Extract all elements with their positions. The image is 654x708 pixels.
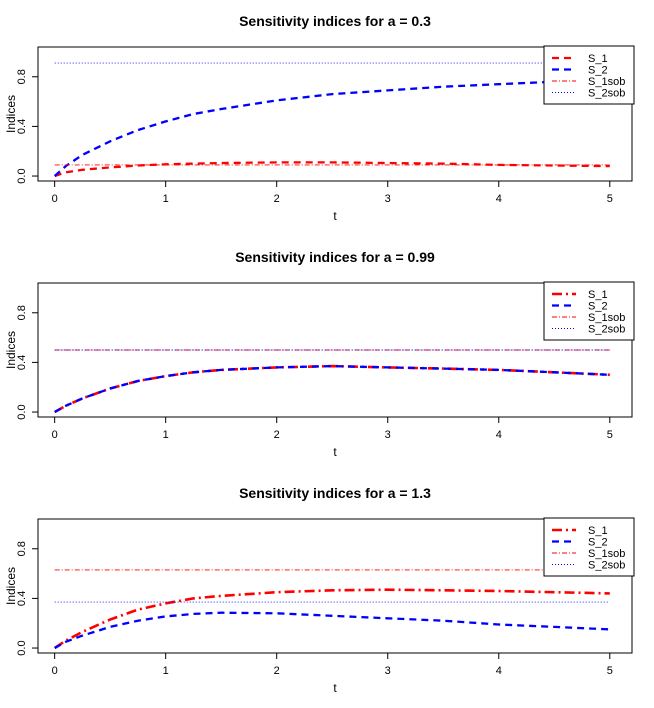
legend-label: S_2 bbox=[588, 65, 608, 77]
series-line-s-1 bbox=[54, 161, 610, 178]
x-axis-label: t bbox=[333, 209, 337, 223]
series-lines bbox=[53, 569, 610, 650]
series-line-s-2 bbox=[54, 364, 610, 414]
chart-title: Sensitivity indices for a = 0.99 bbox=[235, 249, 435, 265]
legend-box bbox=[543, 281, 635, 341]
legend-label: S_1 bbox=[588, 53, 608, 65]
x-axis: 0 1 2 3 4 5 bbox=[52, 653, 613, 677]
y-tick-label: 0.0 bbox=[16, 404, 28, 419]
y-tick-label: 0.4 bbox=[16, 119, 28, 134]
legend-label: S_1 bbox=[588, 525, 608, 537]
series-line-s-2 bbox=[54, 611, 610, 650]
x-axis: 0 1 2 3 4 5 bbox=[52, 181, 613, 205]
plot-frame bbox=[37, 518, 633, 654]
y-tick-label: 0.8 bbox=[16, 541, 28, 556]
x-tick-label: 5 bbox=[607, 193, 613, 205]
y-axis: 0.0 0.4 0.8 bbox=[16, 69, 38, 184]
y-axis-label: Indices bbox=[4, 567, 18, 605]
legend-label: S_1sob bbox=[588, 548, 625, 560]
legend-label: S_2 bbox=[588, 537, 608, 549]
series-lines bbox=[53, 62, 610, 178]
x-tick-label: 4 bbox=[496, 665, 502, 677]
plot-frame bbox=[37, 46, 633, 182]
x-tick-label: 5 bbox=[607, 429, 613, 441]
y-tick-label: 0.0 bbox=[16, 168, 28, 183]
x-tick-label: 3 bbox=[385, 429, 391, 441]
series-line-s-2 bbox=[53, 78, 610, 177]
x-tick-label: 2 bbox=[274, 429, 280, 441]
y-tick-label: 0.4 bbox=[16, 355, 28, 370]
chart-panel-3: Sensitivity indices for a = 1.3 0 1 2 3 4 5 t 0.… bbox=[4, 485, 635, 695]
y-axis: 0.0 0.4 0.8 bbox=[16, 541, 38, 656]
x-tick-label: 4 bbox=[496, 429, 502, 441]
y-tick-label: 0.8 bbox=[16, 69, 28, 84]
x-tick-label: 2 bbox=[274, 193, 280, 205]
x-axis-label: t bbox=[333, 445, 337, 459]
x-tick-label: 0 bbox=[52, 193, 58, 205]
legend-box bbox=[543, 517, 635, 577]
series-line-s-1 bbox=[53, 588, 610, 650]
y-tick-label: 0.8 bbox=[16, 305, 28, 320]
y-tick-label: 0.0 bbox=[16, 640, 28, 655]
chart-panel-2: Sensitivity indices for a = 0.99 0 1 2 3 4 5 t 0… bbox=[4, 249, 635, 459]
x-tick-label: 0 bbox=[52, 665, 58, 677]
legend-label: S_2sob bbox=[588, 88, 625, 100]
x-tick-label: 5 bbox=[607, 665, 613, 677]
x-tick-label: 0 bbox=[52, 429, 58, 441]
x-tick-label: 4 bbox=[496, 193, 502, 205]
x-tick-label: 1 bbox=[163, 193, 169, 205]
x-tick-label: 1 bbox=[163, 429, 169, 441]
y-tick-label: 0.4 bbox=[16, 591, 28, 606]
x-tick-label: 2 bbox=[274, 665, 280, 677]
x-tick-label: 1 bbox=[163, 665, 169, 677]
y-axis-label: Indices bbox=[4, 95, 18, 133]
legend-label: S_2sob bbox=[588, 324, 625, 336]
y-axis: 0.0 0.4 0.8 bbox=[16, 305, 38, 420]
chart-panel-1: Sensitivity indices for a = 0.3 0 1 2 3 4 5 t 0.… bbox=[4, 13, 635, 223]
x-axis: 0 1 2 3 4 5 bbox=[52, 417, 613, 441]
chart-title: Sensitivity indices for a = 1.3 bbox=[239, 485, 431, 501]
x-tick-label: 3 bbox=[385, 193, 391, 205]
legend-box bbox=[543, 45, 635, 105]
x-tick-label: 3 bbox=[385, 665, 391, 677]
series-line-s-1 bbox=[54, 364, 610, 414]
series-lines bbox=[54, 349, 610, 414]
legend-label: S_1sob bbox=[588, 312, 625, 324]
legend-label: S_1sob bbox=[588, 76, 625, 88]
legend-label: S_2sob bbox=[588, 560, 625, 572]
y-axis-label: Indices bbox=[4, 331, 18, 369]
legend-label: S_1 bbox=[588, 289, 608, 301]
chart-title: Sensitivity indices for a = 0.3 bbox=[239, 13, 431, 29]
legend-label: S_2 bbox=[588, 301, 608, 313]
plot-frame bbox=[37, 282, 633, 418]
x-axis-label: t bbox=[333, 681, 337, 695]
